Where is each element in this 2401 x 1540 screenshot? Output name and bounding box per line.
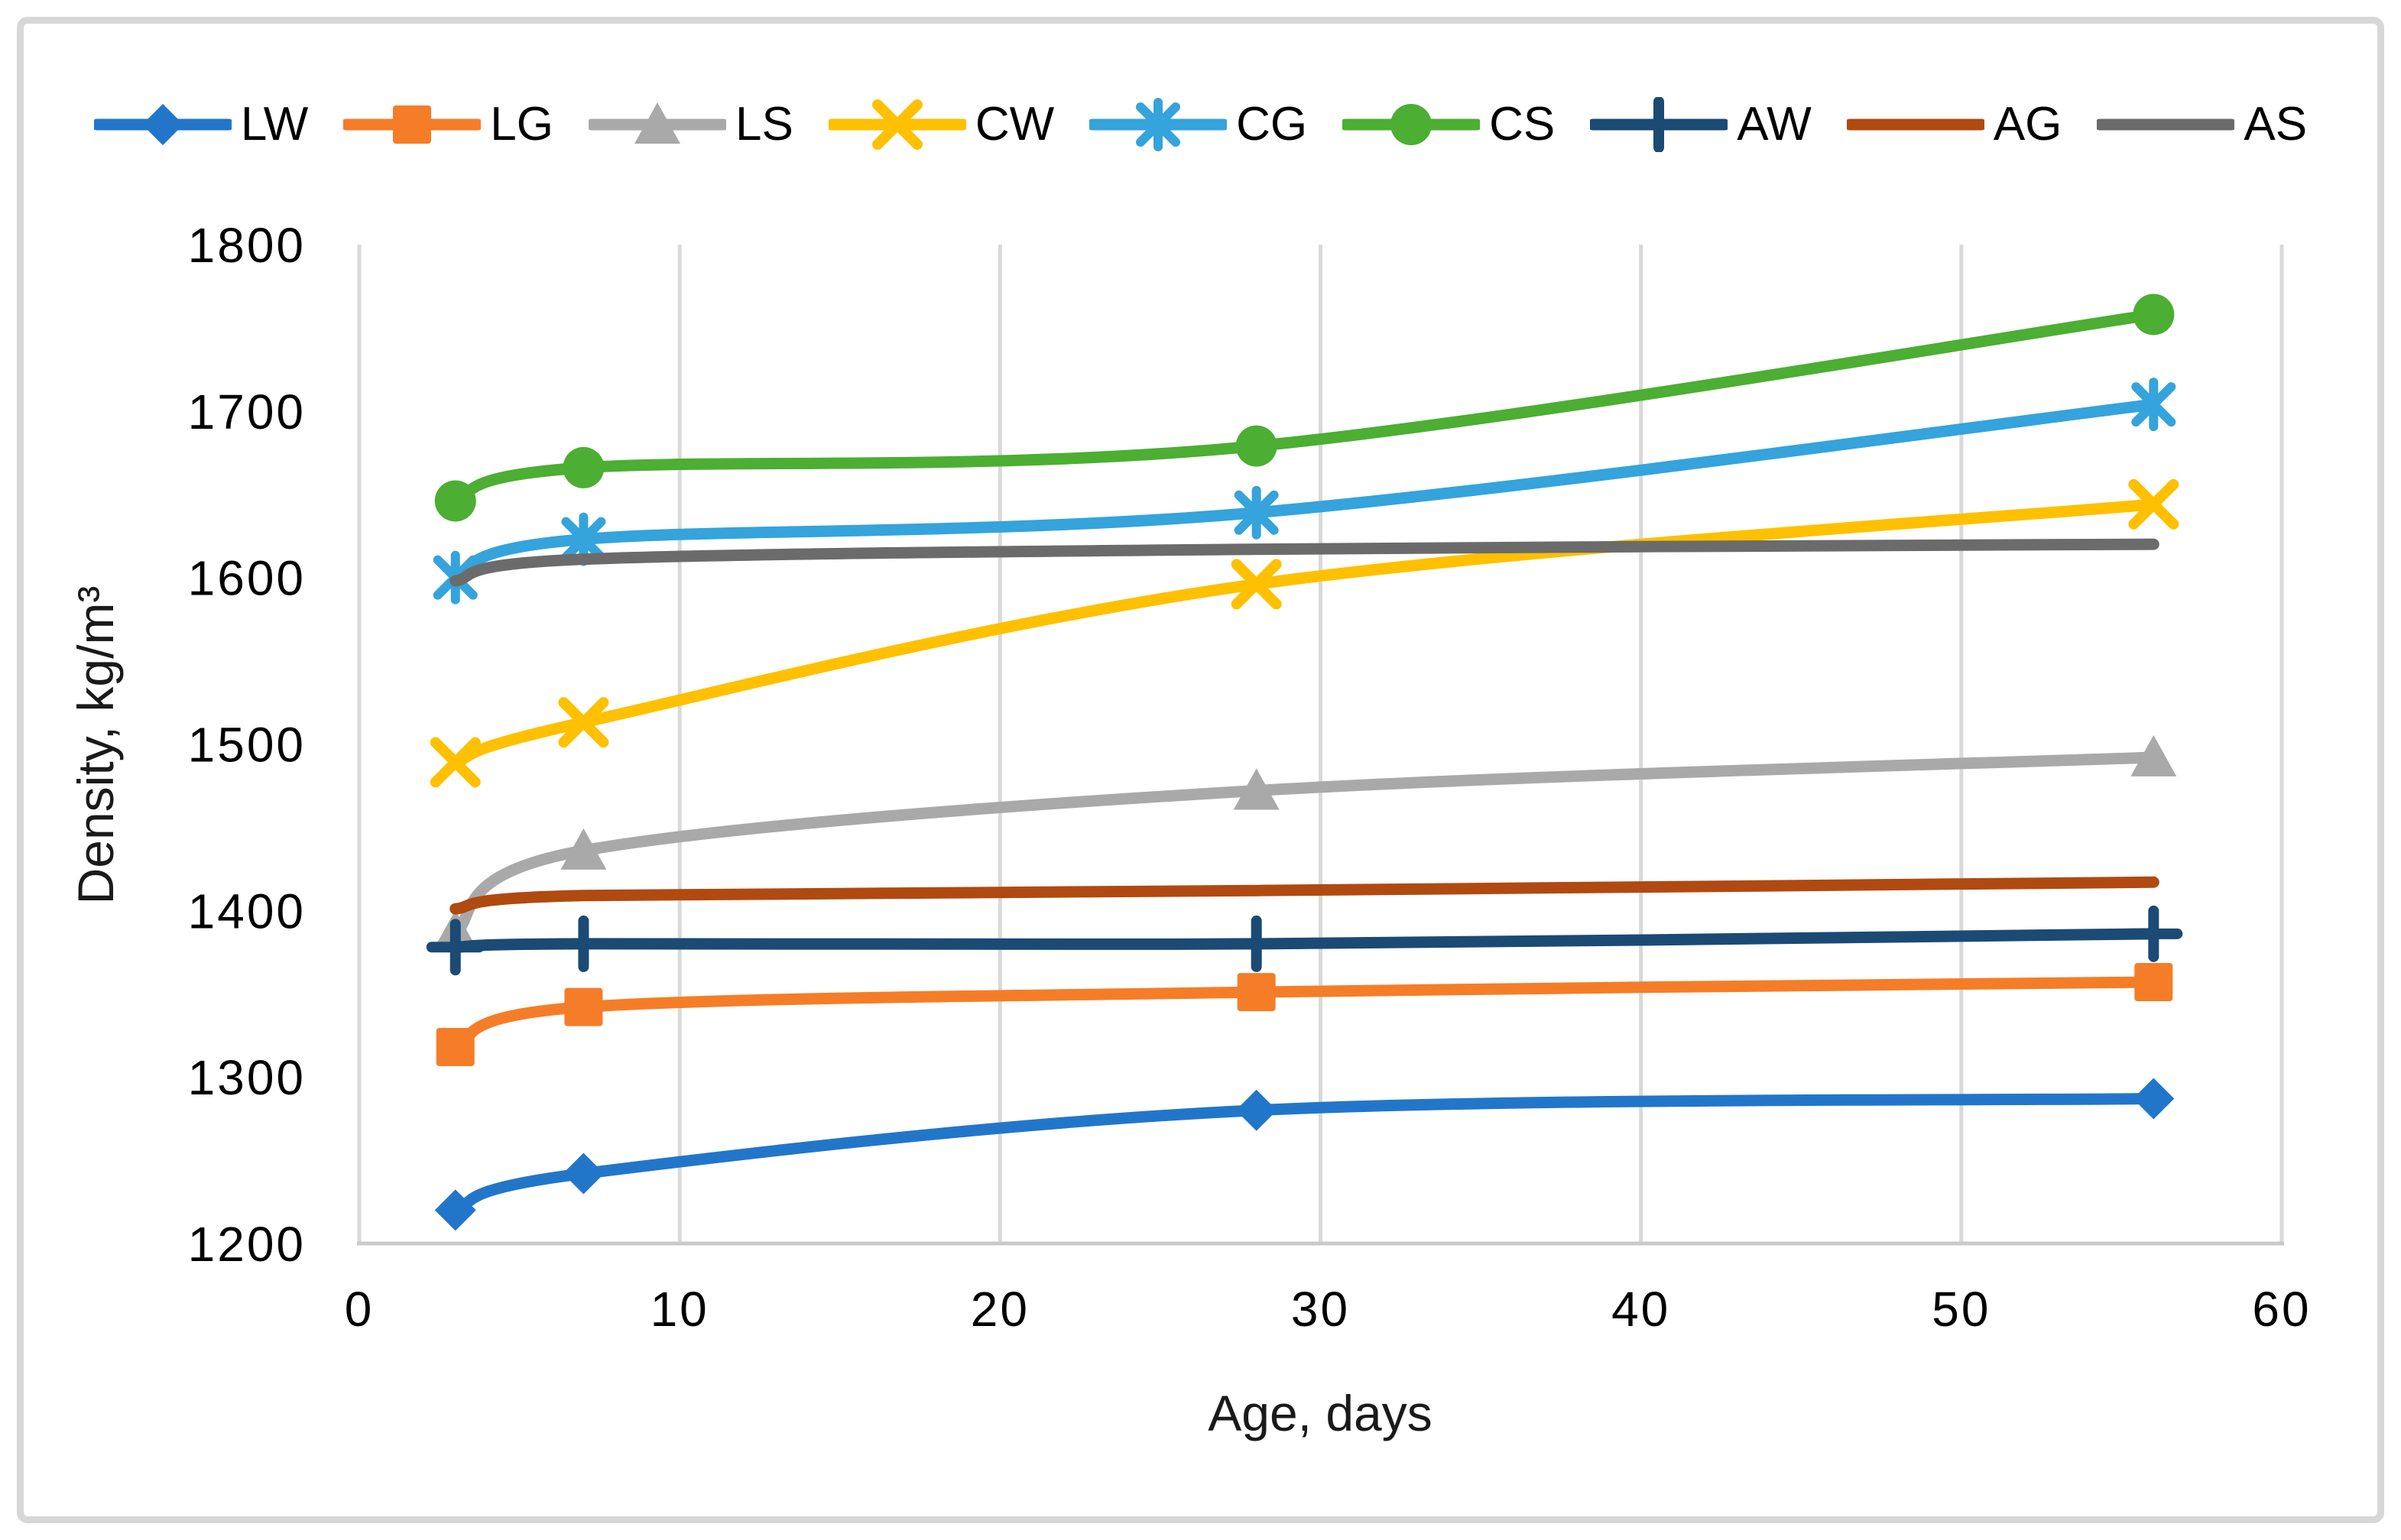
- legend-label-CG: CG: [1236, 98, 1308, 151]
- legend-marker-AG-icon: [1846, 118, 1984, 131]
- marker-CS-day7: [563, 446, 605, 488]
- series-line-LG: [449, 976, 2159, 1053]
- marker-CG-day28: [1234, 485, 1279, 540]
- legend-item-AG: AG: [1846, 97, 2062, 152]
- marker-LW-day3: [434, 1189, 476, 1231]
- marker-LW-day7: [563, 1153, 605, 1195]
- legend-item-LS: LS: [588, 97, 793, 152]
- marker-AW-day7: [554, 915, 613, 972]
- marker-LG-day3: [436, 1027, 475, 1066]
- y-tick-1700: 1700: [188, 384, 306, 439]
- x-tick-40: 40: [1611, 1282, 1670, 1337]
- y-axis-title: Density, kg/m³: [67, 586, 124, 905]
- figure-border: [17, 17, 2384, 1523]
- y-tick-1500: 1500: [188, 718, 306, 773]
- legend-label-LW: LW: [240, 98, 309, 151]
- legend-label-AG: AG: [1993, 98, 2062, 151]
- y-tick-1800: 1800: [188, 218, 306, 273]
- x-tick-20: 20: [971, 1282, 1030, 1337]
- legend-glyph-CG: [1136, 98, 1181, 151]
- y-tick-1300: 1300: [188, 1050, 306, 1105]
- marker-CW-day28: [1231, 559, 1282, 610]
- legend-glyph-AW: [1630, 97, 1689, 152]
- series-line-AG: [449, 876, 2159, 915]
- x-tick-50: 50: [1932, 1282, 1991, 1337]
- marker-LW-day28: [1235, 1089, 1277, 1131]
- x-tick-30: 30: [1291, 1282, 1350, 1337]
- marker-AW-day56: [2124, 905, 2183, 962]
- legend-label-AS: AS: [2244, 98, 2308, 151]
- legend-item-LG: LG: [343, 97, 553, 152]
- marker-CW-day3: [430, 737, 481, 788]
- legend-label-AW: AW: [1737, 98, 1812, 151]
- legend-marker-LS-icon: [588, 102, 726, 144]
- marker-LS-day7: [560, 828, 607, 870]
- marker-LS-day56: [2130, 734, 2177, 776]
- marker-LG-day56: [2134, 963, 2173, 1002]
- y-tick-1600: 1600: [188, 551, 306, 606]
- y-tick-1200: 1200: [188, 1217, 306, 1272]
- x-tick-60: 60: [2252, 1282, 2311, 1337]
- marker-CW-day56: [2128, 478, 2179, 530]
- series-line-AS: [449, 538, 2159, 587]
- legend-marker-LG-icon: [343, 105, 482, 144]
- legend-glyph-LW: [141, 104, 183, 145]
- legend-marker-AW-icon: [1590, 97, 1728, 152]
- marker-LG-day28: [1237, 973, 1276, 1012]
- marker-CS-day3: [434, 480, 476, 522]
- series-line-CS: [449, 308, 2159, 507]
- series-line-CG: [449, 398, 2159, 584]
- legend-marker-CS-icon: [1342, 104, 1481, 145]
- marker-LW-day56: [2133, 1078, 2175, 1120]
- legend-glyph-CS: [1390, 104, 1432, 145]
- legend-marker-AS-icon: [2097, 118, 2235, 131]
- series-line-LS: [449, 751, 2159, 939]
- legend-item-CG: CG: [1089, 97, 1307, 152]
- legend-marker-CW-icon: [828, 99, 966, 150]
- marker-LS-day28: [1233, 768, 1280, 810]
- legend-item-AS: AS: [2097, 97, 2307, 152]
- legend-glyph-CW: [871, 99, 923, 150]
- x-tick-0: 0: [345, 1282, 375, 1337]
- legend-item-LW: LW: [93, 97, 309, 152]
- legend-marker-LW-icon: [93, 104, 232, 145]
- legend-label-CS: CS: [1489, 98, 1556, 151]
- legend-marker-CG-icon: [1089, 98, 1228, 151]
- legend-label-LG: LG: [490, 98, 553, 151]
- legend-item-CW: CW: [828, 97, 1055, 152]
- series-line-AW: [449, 928, 2159, 953]
- marker-CW-day7: [558, 697, 609, 748]
- x-axis-title: Age, days: [1208, 1385, 1432, 1441]
- legend-label-LS: LS: [735, 98, 793, 151]
- marker-CS-day28: [1235, 425, 1277, 467]
- marker-AW-day3: [426, 919, 485, 976]
- series-line-CW: [449, 498, 2159, 768]
- marker-AW-day28: [1227, 915, 1286, 972]
- y-tick-1400: 1400: [188, 883, 306, 939]
- legend-glyph-LS: [634, 102, 680, 144]
- legend-label-CW: CW: [975, 98, 1055, 151]
- marker-LG-day7: [564, 987, 603, 1026]
- legend-glyph-LG: [393, 105, 432, 144]
- chart-legend: LW LG LS CW CG CS AW AG AS: [46, 90, 2355, 159]
- marker-CS-day56: [2133, 293, 2175, 336]
- legend-item-CS: CS: [1342, 97, 1555, 152]
- legend-item-AW: AW: [1590, 97, 1812, 152]
- series-line-LW: [449, 1092, 2159, 1216]
- x-tick-10: 10: [651, 1282, 709, 1337]
- marker-CG-day56: [2131, 378, 2176, 432]
